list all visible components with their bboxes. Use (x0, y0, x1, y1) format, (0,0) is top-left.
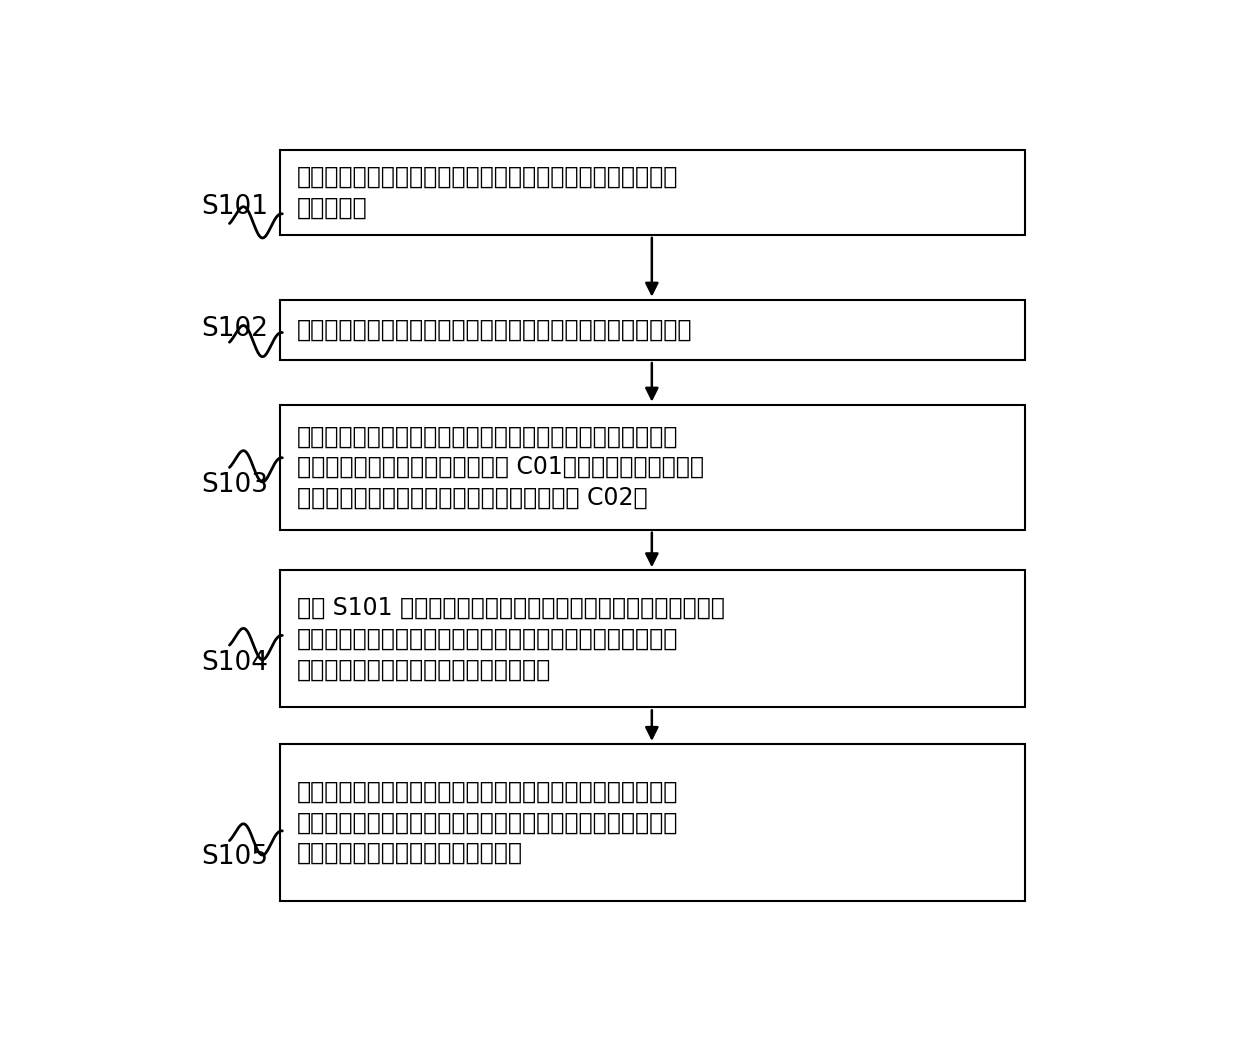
Text: 将参数分成两类：第一类是每次执行任务均可能变化且与卫星: 将参数分成两类：第一类是每次执行任务均可能变化且与卫星 (298, 425, 678, 449)
Text: 根据给定卫星的总线通信协议数据包格式，规划任务控制包有: 根据给定卫星的总线通信协议数据包格式，规划任务控制包有 (298, 165, 678, 189)
Text: 用户、中继卫星操控方相关的参数 C01，第二类是在轨一旦调: 用户、中继卫星操控方相关的参数 C01，第二类是在轨一旦调 (298, 455, 704, 479)
Text: 整后较少改变且仅与卫星工程测控相关的参数 C02。: 整后较少改变且仅与卫星工程测控相关的参数 C02。 (298, 486, 647, 510)
Text: 中继用户终端工作包，将第二类参数纳入任务控制包有效数据: 中继用户终端工作包，将第二类参数纳入任务控制包有效数据 (298, 627, 678, 650)
Text: S105: S105 (201, 843, 268, 870)
Text: S101: S101 (201, 194, 268, 219)
Text: 效数据区。: 效数据区。 (298, 196, 368, 220)
Text: 区，封装形成中继用户终端参数修正包。: 区，封装形成中继用户终端参数修正包。 (298, 658, 552, 682)
Text: 用户终端工作包即可完成一次任务。: 用户终端工作包即可完成一次任务。 (298, 841, 523, 865)
Text: 按照 S101 将第一类参数纳入任务控制包有效数据区，封装形成: 按照 S101 将第一类参数纳入任务控制包有效数据区，封装形成 (298, 596, 725, 620)
Bar (280, 300, 1024, 360)
Text: 梳理中继用户终端每次执行任务所必配的参数（状态和参数）。: 梳理中继用户终端每次执行任务所必配的参数（状态和参数）。 (298, 318, 693, 342)
Bar (280, 150, 1024, 235)
Bar (280, 405, 1024, 530)
Text: 由中继用户终端参数修正包配合中继用户终端工作包完成中继: 由中继用户终端参数修正包配合中继用户终端工作包完成中继 (298, 779, 678, 804)
Bar (280, 571, 1024, 707)
Text: S104: S104 (201, 650, 268, 676)
Text: 用户终端一次任务执行。若不需更改参数修正包，则只需中继: 用户终端一次任务执行。若不需更改参数修正包，则只需中继 (298, 811, 678, 835)
Text: S103: S103 (201, 472, 268, 498)
Text: S102: S102 (201, 317, 268, 342)
Bar (280, 744, 1024, 901)
